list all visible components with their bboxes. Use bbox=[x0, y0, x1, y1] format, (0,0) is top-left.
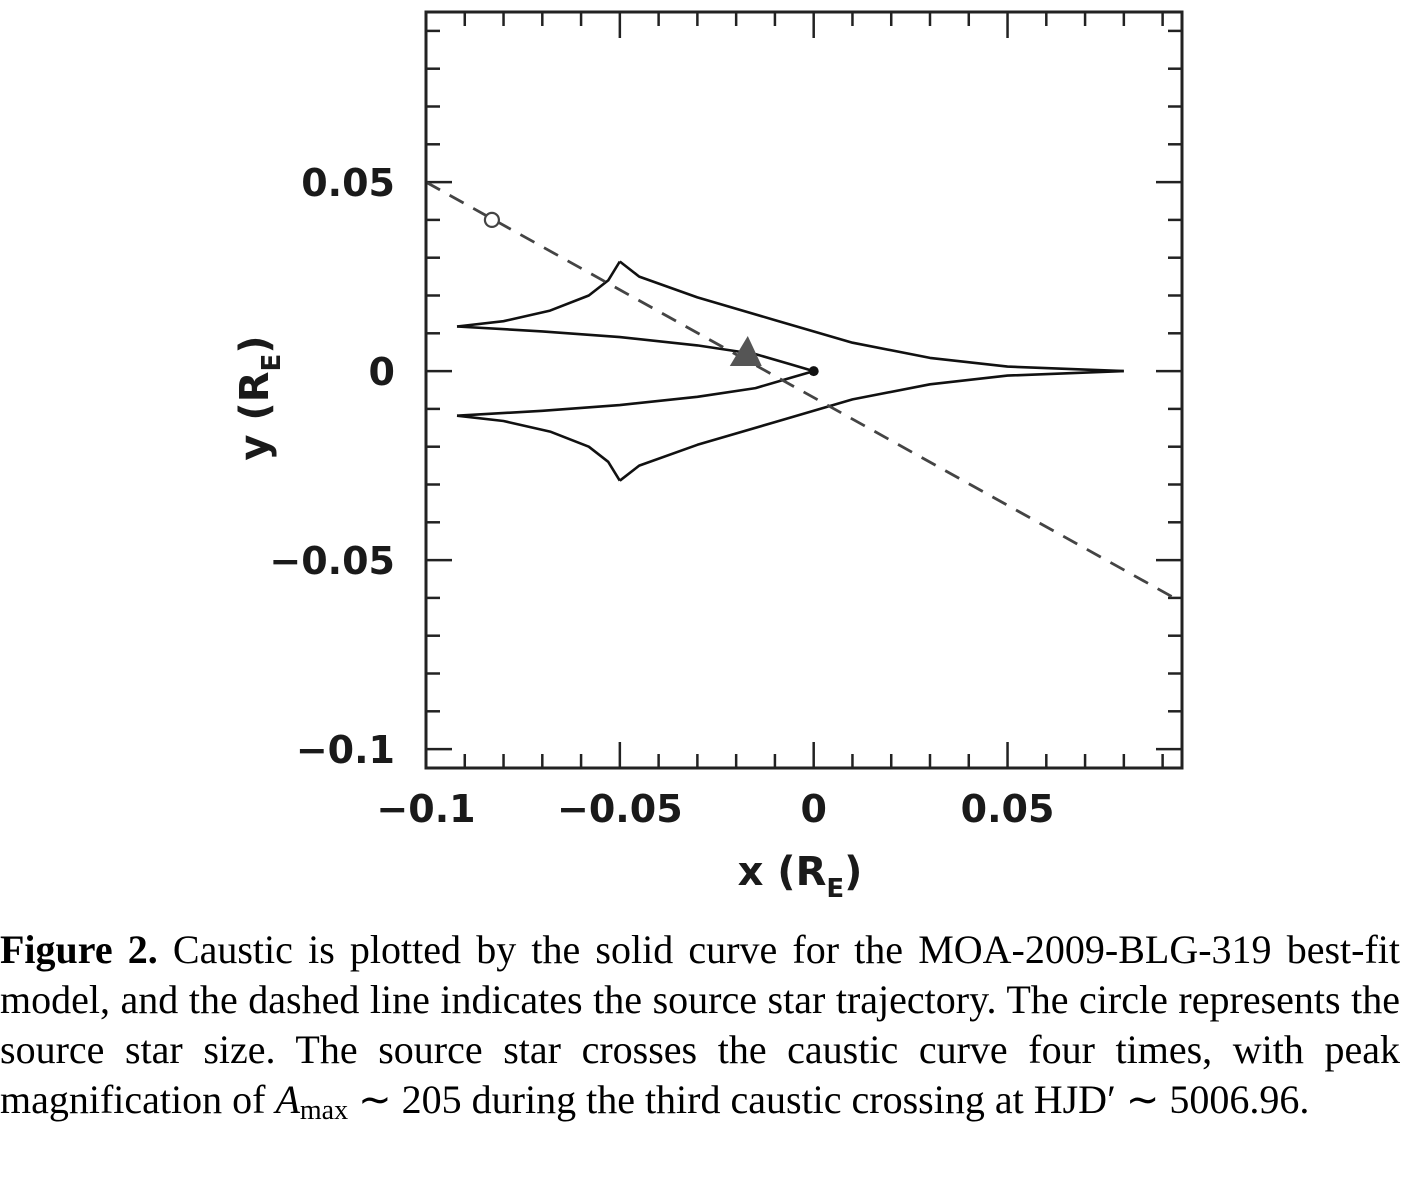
caption-text-1: Caustic is plotted by the solid curve fo… bbox=[0, 927, 1400, 1122]
x-tick-labels: −0.1 −0.05 0 0.05 bbox=[376, 787, 1054, 831]
caustic-segment bbox=[456, 260, 621, 328]
figure-caption: Figure 2. Caustic is plotted by the soli… bbox=[0, 925, 1400, 1125]
caustic-segment bbox=[456, 414, 621, 482]
caustic-segment bbox=[456, 369, 815, 417]
caustic-segment bbox=[456, 325, 815, 373]
x-tick-label: 0.05 bbox=[961, 787, 1055, 831]
caustic-curve bbox=[456, 260, 1124, 482]
y-tick-label: −0.05 bbox=[269, 539, 395, 583]
direction-arrow-triangle bbox=[729, 335, 762, 366]
markers bbox=[483, 211, 819, 377]
caustic-chart: −0.1 −0.05 0 0.05 0.05 0 −0.05 −0.1 x (RE) y (… bbox=[232, 10, 1184, 904]
major-ticks bbox=[424, 12, 1182, 768]
y-tick-label: −0.1 bbox=[296, 728, 395, 772]
source-trajectory-line bbox=[425, 180, 1175, 600]
x-axis-label: x (RE) bbox=[738, 849, 863, 904]
y-tick-labels: 0.05 0 −0.05 −0.1 bbox=[269, 161, 395, 772]
source-size-circle bbox=[483, 211, 501, 228]
y-tick-label: 0 bbox=[369, 350, 395, 394]
lens-position-dot bbox=[808, 366, 819, 377]
y-axis-label: y (RE) bbox=[232, 335, 287, 460]
minor-ticks bbox=[426, 12, 1182, 768]
trajectory-dashed-line bbox=[425, 180, 1175, 600]
caption-text-2: ∼ 205 during the third caustic crossing … bbox=[348, 1077, 1310, 1122]
x-tick-label: −0.05 bbox=[557, 787, 683, 831]
y-tick-label: 0.05 bbox=[301, 161, 395, 205]
x-tick-label: −0.1 bbox=[376, 787, 475, 831]
caption-amax-subscript: max bbox=[299, 1095, 349, 1126]
plot-frame bbox=[424, 10, 1184, 770]
caustic-segment bbox=[619, 260, 1124, 373]
caustic-segment bbox=[619, 369, 1124, 482]
caption-label: Figure 2. bbox=[0, 927, 158, 972]
caption-amax-symbol: A bbox=[275, 1077, 300, 1122]
x-tick-label: 0 bbox=[800, 787, 826, 831]
